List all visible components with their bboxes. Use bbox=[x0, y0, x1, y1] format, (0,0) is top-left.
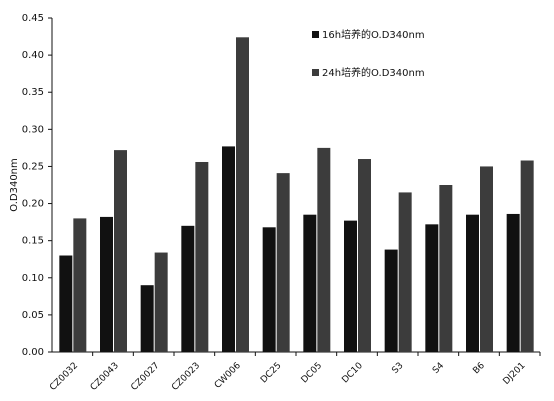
bar bbox=[506, 213, 520, 352]
x-tick-label: B6 bbox=[471, 361, 487, 377]
bar bbox=[344, 220, 357, 352]
bar bbox=[317, 147, 331, 352]
legend-swatch bbox=[312, 31, 319, 38]
bar bbox=[154, 252, 168, 352]
x-tick-label: S3 bbox=[390, 361, 405, 376]
y-tick-label: 0.20 bbox=[22, 199, 44, 210]
y-tick-label: 0.15 bbox=[22, 236, 44, 247]
x-tick-label: DC10 bbox=[340, 361, 365, 386]
bar bbox=[181, 225, 195, 352]
bar bbox=[520, 160, 534, 352]
bar bbox=[480, 166, 493, 352]
y-tick-label: 0.45 bbox=[22, 13, 44, 24]
bar bbox=[222, 146, 235, 352]
bar bbox=[262, 227, 276, 352]
x-tick-label: DC05 bbox=[300, 361, 325, 386]
bar bbox=[59, 255, 73, 352]
bar bbox=[100, 216, 113, 352]
bar bbox=[398, 192, 412, 352]
y-tick-label: 0.00 bbox=[22, 347, 44, 358]
bar bbox=[439, 185, 453, 352]
y-tick-label: 0.35 bbox=[22, 87, 44, 98]
x-tick-label: DJ201 bbox=[502, 361, 528, 387]
y-tick-label: 0.10 bbox=[22, 273, 44, 284]
x-tick-label: CW006 bbox=[213, 361, 243, 391]
bar bbox=[276, 173, 290, 352]
bar bbox=[114, 150, 127, 352]
x-tick-label: CZ0043 bbox=[89, 361, 121, 393]
y-tick-label: 0.05 bbox=[22, 310, 44, 321]
bar bbox=[73, 218, 87, 352]
x-tick-label: CZ0027 bbox=[129, 361, 161, 393]
bar bbox=[303, 214, 317, 352]
x-tick-label: CZ0023 bbox=[170, 361, 202, 393]
bar bbox=[425, 224, 439, 352]
legend-label: 16h培养的O.D340nm bbox=[322, 28, 425, 41]
bar bbox=[140, 285, 154, 352]
bar bbox=[384, 249, 398, 352]
y-tick-label: 0.40 bbox=[22, 50, 44, 61]
x-tick-label: CZ0032 bbox=[48, 361, 80, 393]
bar bbox=[358, 159, 371, 352]
y-tick-label: 0.25 bbox=[22, 161, 44, 172]
legend-swatch bbox=[312, 69, 319, 76]
y-tick-label: 0.30 bbox=[22, 124, 44, 135]
y-axis-label: O.D340nm bbox=[9, 158, 20, 212]
x-tick-label: S4 bbox=[431, 361, 446, 376]
bar bbox=[195, 161, 209, 352]
x-tick-label: DC25 bbox=[259, 361, 284, 386]
legend-label: 24h培养的O.D340nm bbox=[322, 66, 425, 79]
bar bbox=[466, 214, 479, 352]
bar bbox=[236, 37, 249, 352]
